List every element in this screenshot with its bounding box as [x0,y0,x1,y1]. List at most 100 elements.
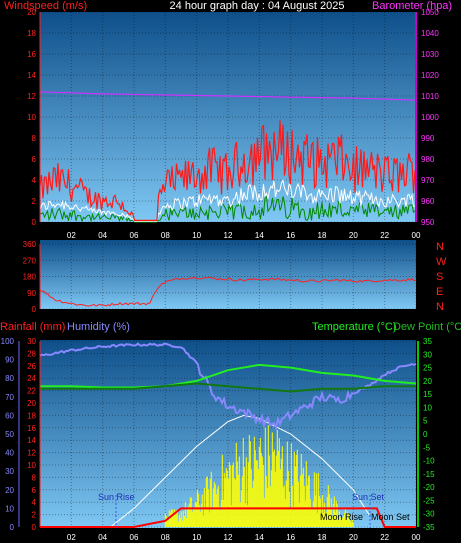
humidity-tick-label: 60 [5,411,14,420]
humidity-series [39,342,417,432]
barometer-tick-label: 950 [421,218,435,227]
hour-tick-label: 04 [98,231,107,240]
temperature-tick-label: 35 [423,337,432,346]
humidity-tick-label: 70 [5,393,14,402]
temperature-axis-label: Temperature (°C) [312,321,396,333]
direction-tick-label: 360 [23,240,37,249]
dewpoint-axis-label: Dew Point (°C) [393,321,461,333]
windspeed-tick-label: 0 [32,218,37,227]
humidity-tick-label: 30 [5,467,14,476]
barometer-axis-label: Barometer (hpa) [372,0,452,12]
wind-average-series [39,195,416,223]
barometer-tick-label: 1000 [421,113,439,122]
wind-direction-series [39,276,417,307]
temperature-tick-label: 15 [423,390,432,399]
windspeed-tick-label: 16 [27,50,36,59]
rain-tick-label: 24 [27,374,36,383]
hour-tick-label: 06 [130,533,139,542]
hour-tick-label: 04 [98,533,107,542]
rain-tick-label: 22 [27,387,36,396]
compass-letter: N [436,301,444,313]
rain-tick-label: 2 [32,511,37,520]
humidity-tick-label: 100 [1,337,15,346]
barometer-tick-label: 970 [421,176,435,185]
hour-tick-label: 22 [380,533,389,542]
temperature-tick-label: -15 [423,470,435,479]
hour-tick-label: 18 [318,533,327,542]
hour-tick-label: 06 [130,231,139,240]
rain-tick-label: 14 [27,436,36,445]
windspeed-tick-label: 18 [27,29,36,38]
barometer-tick-label: 1040 [421,29,439,38]
hour-tick-label: 14 [255,533,264,542]
temperature-tick-label: -25 [423,496,435,505]
hour-tick-label: 22 [380,231,389,240]
windspeed-tick-label: 12 [27,92,36,101]
windspeed-axis-label: Windspeed (m/s) [4,0,87,12]
hour-tick-label: 02 [67,231,76,240]
humidity-tick-label: 50 [5,430,14,439]
rainfall-axis-label: Rainfall (mm) [0,321,65,333]
barometer-tick-label: 980 [421,155,435,164]
humidity-tick-label: 20 [5,486,14,495]
rain-tick-label: 28 [27,349,36,358]
windspeed-tick-label: 8 [32,134,37,143]
hour-tick-label: 10 [192,533,201,542]
windspeed-series [39,120,416,221]
compass-letter: E [436,286,443,298]
direction-tick-label: 90 [27,289,36,298]
compass-letter: W [436,256,447,268]
windspeed-tick-label: 6 [32,155,37,164]
barometer-tick-label: 960 [421,197,435,206]
rain-tick-label: 16 [27,424,36,433]
windspeed-tick-label: 4 [32,176,37,185]
temperature-tick-label: 10 [423,403,432,412]
humidity-tick-label: 90 [5,356,14,365]
humidity-tick-label: 0 [10,523,15,532]
temperature-tick-label: -10 [423,457,435,466]
wind-panel-labels: 2018161412108642010501040103010201010100… [27,8,439,240]
hour-tick-label: 08 [161,231,170,240]
rain-tick-label: 30 [27,337,36,346]
compass-letter: N [436,241,444,253]
temperature-tick-label: 25 [423,364,432,373]
humidity-tick-label: 80 [5,374,14,383]
hour-tick-label: 10 [192,231,201,240]
hour-tick-label: 00 [412,533,421,542]
barometer-tick-label: 1050 [421,8,439,17]
hour-tick-label: 08 [161,533,170,542]
windspeed-tick-label: 14 [27,71,36,80]
hour-tick-label: 20 [349,231,358,240]
moon-rise-label: Moon Rise [320,512,363,522]
moon-set-label: Moon Set [371,512,410,522]
temperature-series [40,363,417,389]
barometer-tick-label: 1020 [421,71,439,80]
hour-tick-label: 16 [286,231,295,240]
hour-tick-label: 12 [224,231,233,240]
direction-panel-marks [39,276,417,307]
temperature-tick-label: -30 [423,510,435,519]
direction-panel-grid [40,243,417,310]
humidity-axis-label: Humidity (%) [67,321,130,333]
barometer-tick-label: 990 [421,134,435,143]
hour-tick-label: 00 [412,231,421,240]
temperature-tick-label: -5 [423,443,431,452]
rain-tick-label: 20 [27,399,36,408]
temperature-tick-label: 30 [423,350,432,359]
compass-letter: S [436,271,443,283]
rain-tick-label: 8 [32,473,37,482]
hour-tick-label: 18 [318,231,327,240]
temperature-tick-label: 0 [423,430,428,439]
barometer-tick-label: 1010 [421,92,439,101]
rain-tick-label: 10 [27,461,36,470]
hour-tick-label: 02 [67,533,76,542]
rain-tick-label: 18 [27,411,36,420]
chart-title: 24 hour graph day : 04 August 2025 [170,0,345,12]
wind-panel-marks [39,91,417,223]
rain-tick-label: 0 [32,523,37,532]
hour-tick-label: 14 [255,231,264,240]
sun-rise-label: Sun Rise [98,492,135,502]
sun-set-label: Sun Set [352,492,385,502]
